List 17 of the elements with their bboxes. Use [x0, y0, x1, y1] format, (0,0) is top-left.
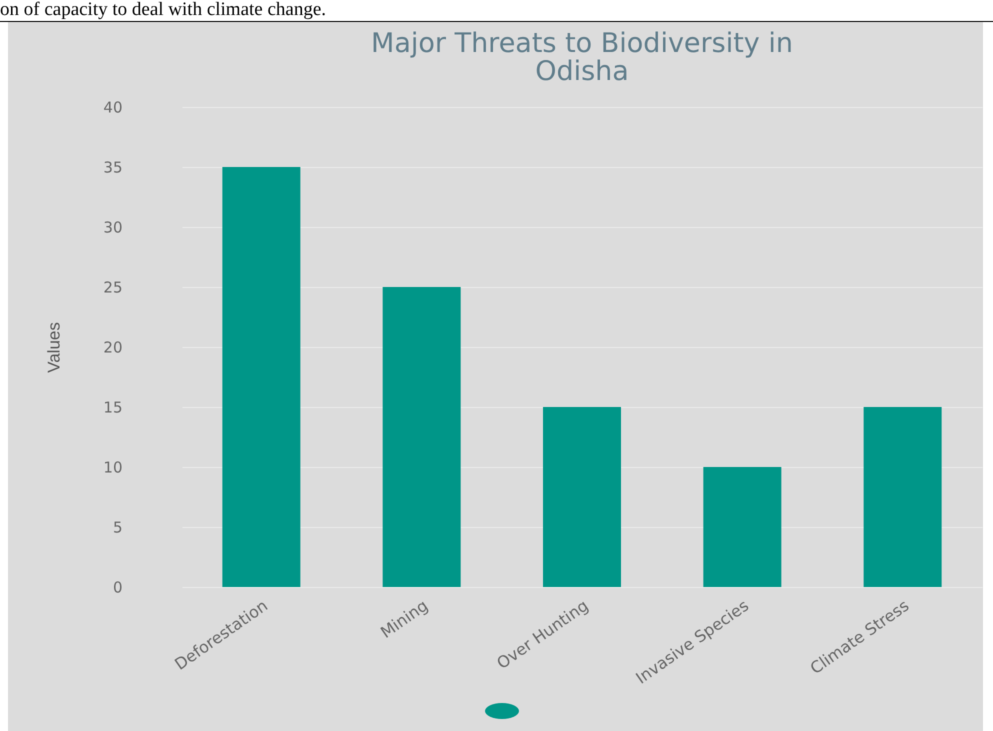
bar [222, 167, 300, 587]
y-tick-label: 40 [103, 98, 122, 116]
y-tick-label: 10 [103, 458, 122, 476]
y-tick-label: 35 [103, 158, 122, 176]
bar [382, 287, 461, 587]
bar [543, 407, 621, 587]
y-tick-label: 0 [112, 578, 122, 596]
y-axis-title: Values [44, 322, 64, 373]
text: on of capacity to deal with climate change. [0, 0, 326, 20]
bar [864, 407, 942, 587]
y-tick-label: 20 [103, 338, 122, 356]
y-tick-label: 30 [103, 218, 122, 236]
y-tick-label: 25 [103, 278, 122, 296]
y-tick-label: 5 [112, 518, 122, 536]
y-tick-label: 15 [103, 398, 122, 416]
bar [703, 467, 782, 587]
chart-title: Major Threats to Biodiversity in Odisha [371, 28, 793, 87]
